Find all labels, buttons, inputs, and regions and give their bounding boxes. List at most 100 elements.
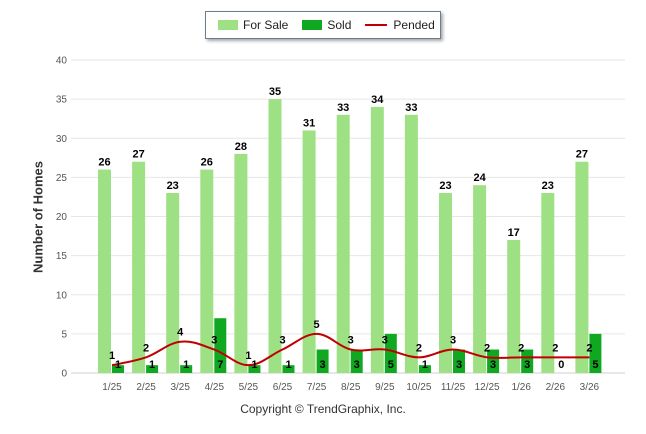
sold-bar — [112, 365, 124, 373]
for-sale-bar — [575, 161, 589, 373]
sold-value-label: 0 — [558, 359, 564, 371]
pended-value-label: 4 — [177, 327, 184, 339]
y-tick-label: 0 — [61, 369, 67, 380]
pended-line-icon — [365, 24, 388, 26]
copyright-text: Copyright © TrendGraphix, Inc. — [240, 402, 406, 416]
for-sale-bar — [473, 185, 487, 373]
legend-label-for-sale: For Sale — [243, 18, 289, 32]
sold-value-label: 1 — [251, 359, 257, 371]
legend[interactable]: For Sale Sold Pended — [205, 11, 441, 39]
y-tick-label: 10 — [56, 290, 68, 301]
for-sale-bar — [98, 169, 111, 373]
sold-bar — [350, 349, 363, 373]
pended-value-label: 5 — [314, 319, 320, 331]
for-sale-bar — [439, 193, 452, 373]
for-sale-bar — [404, 114, 418, 374]
sold-bar — [146, 365, 159, 373]
for-sale-bar — [370, 106, 384, 373]
pended-value-label: 2 — [416, 342, 422, 354]
for-sale-value-label: 34 — [371, 94, 384, 106]
for-sale-bar — [200, 169, 214, 373]
y-axis-label: Number of Homes — [30, 161, 46, 273]
pended-value-label: 3 — [348, 335, 354, 347]
x-axis-ticks: 1/25 2/25 3/25 4/25 5/25 6/25 7/25 8/25 9/25 10/2… — [102, 382, 599, 393]
legend-item-pended[interactable]: Pended — [365, 18, 435, 32]
for-sale-bar — [507, 239, 521, 373]
pended-value-label: 2 — [484, 342, 490, 354]
for-sale-value-label: 31 — [303, 117, 315, 129]
sold-bar — [316, 349, 329, 373]
pended-value-label: 2 — [586, 342, 592, 354]
sold-value-label: 1 — [149, 359, 155, 371]
x-tick-label: 10/25 — [406, 382, 431, 393]
pended-value-label: 2 — [143, 342, 149, 354]
pended-value-label: 3 — [450, 335, 456, 347]
x-tick-label: 2/26 — [546, 382, 566, 393]
sold-value-label: 3 — [456, 359, 462, 371]
pended-value-label: 3 — [211, 335, 217, 347]
legend-item-for-sale[interactable]: For Sale — [218, 18, 288, 32]
sold-bar — [521, 349, 534, 373]
sold-value-label: 3 — [524, 359, 530, 371]
sold-value-label: 1 — [285, 359, 291, 371]
for-sale-value-label: 27 — [132, 149, 144, 161]
sold-value-label: 1 — [183, 359, 189, 371]
sold-bar — [418, 365, 431, 373]
for-sale-bar — [166, 193, 180, 373]
y-axis-ticks: 0 5 10 15 20 25 30 35 40 — [56, 56, 68, 380]
x-tick-label: 2/25 — [136, 382, 156, 393]
sold-value-label: 7 — [217, 359, 223, 371]
sold-value-label: 5 — [592, 359, 598, 371]
data-labels: 2612712312672813513133333453312332431732… — [98, 86, 598, 371]
for-sale-value-label: 33 — [337, 102, 349, 114]
pended-value-label: 1 — [109, 350, 115, 362]
bars — [98, 99, 602, 374]
sold-bar — [487, 349, 500, 373]
sold-swatch-icon — [302, 20, 323, 30]
sold-bar — [180, 365, 193, 373]
y-tick-label: 5 — [61, 329, 67, 340]
for-sale-bar — [541, 193, 555, 373]
pended-value-label: 2 — [552, 342, 558, 354]
for-sale-value-label: 23 — [439, 180, 451, 192]
x-tick-label: 11/25 — [441, 382, 466, 393]
sold-value-label: 3 — [490, 359, 496, 371]
y-tick-label: 30 — [56, 134, 68, 145]
sold-bar — [384, 333, 397, 373]
for-sale-value-label: 23 — [167, 180, 179, 192]
sold-value-label: 3 — [354, 359, 360, 371]
for-sale-swatch-icon — [218, 20, 238, 30]
sold-value-label: 3 — [320, 359, 326, 371]
pended-value-label: 2 — [518, 342, 524, 354]
x-tick-label: 1/25 — [102, 382, 122, 393]
for-sale-value-label: 23 — [542, 180, 554, 192]
sold-value-label: 1 — [115, 359, 121, 371]
for-sale-value-label: 24 — [473, 172, 486, 184]
pended-line-path — [111, 332, 590, 367]
x-tick-label: 3/25 — [170, 382, 190, 393]
for-sale-value-label: 33 — [405, 102, 417, 114]
pended-value-label: 1 — [245, 350, 251, 362]
x-tick-label: 8/25 — [341, 382, 361, 393]
pended-line — [111, 332, 590, 367]
x-tick-label: 1/26 — [511, 382, 531, 393]
pended-value-label: 3 — [279, 335, 285, 347]
x-tick-label: 7/25 — [307, 382, 327, 393]
for-sale-bar — [234, 153, 248, 373]
sold-bar — [214, 318, 227, 373]
legend-label-pended: Pended — [393, 18, 435, 32]
x-tick-label: 4/25 — [205, 382, 225, 393]
x-tick-label: 6/25 — [273, 382, 293, 393]
sold-bar — [453, 349, 465, 373]
for-sale-bar — [336, 114, 350, 374]
sold-value-label: 5 — [388, 359, 394, 371]
legend-label-sold: Sold — [327, 18, 352, 32]
pended-value-label: 3 — [382, 335, 388, 347]
sold-bar — [589, 333, 602, 373]
y-tick-label: 15 — [56, 251, 68, 262]
for-sale-value-label: 35 — [269, 86, 281, 98]
legend-item-sold[interactable]: Sold — [302, 18, 351, 32]
x-tick-label: 5/25 — [239, 382, 259, 393]
for-sale-value-label: 28 — [235, 141, 247, 153]
